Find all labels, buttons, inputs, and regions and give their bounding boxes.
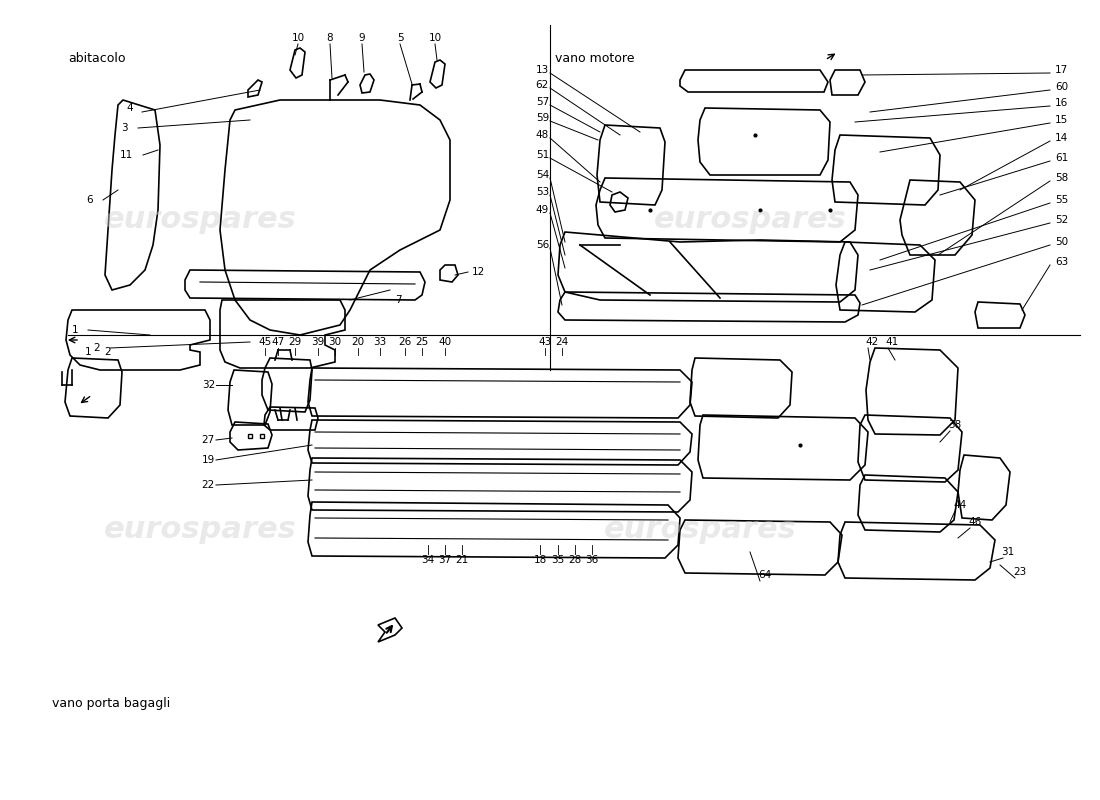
Text: 30: 30 [329, 337, 342, 347]
Text: 15: 15 [1055, 115, 1068, 125]
Text: 51: 51 [536, 150, 549, 160]
Text: 4: 4 [126, 103, 133, 113]
Text: 40: 40 [439, 337, 452, 347]
Text: abitacolo: abitacolo [68, 51, 125, 65]
Text: 60: 60 [1055, 82, 1068, 92]
Text: 39: 39 [311, 337, 324, 347]
Text: 25: 25 [416, 337, 429, 347]
Text: 48: 48 [536, 130, 549, 140]
Text: 1: 1 [72, 325, 78, 335]
Text: 21: 21 [455, 555, 469, 565]
Text: 8: 8 [327, 33, 333, 43]
Text: 56: 56 [536, 240, 549, 250]
Text: 19: 19 [201, 455, 214, 465]
Text: 6: 6 [87, 195, 94, 205]
Text: 11: 11 [120, 150, 133, 160]
Text: 63: 63 [1055, 257, 1068, 267]
Text: eurospares: eurospares [604, 515, 796, 545]
Text: 5: 5 [397, 33, 404, 43]
Text: 50: 50 [1055, 237, 1068, 247]
Text: 29: 29 [288, 337, 301, 347]
Text: 43: 43 [538, 337, 551, 347]
Text: 18: 18 [534, 555, 547, 565]
Text: 1: 1 [85, 347, 91, 357]
Text: 55: 55 [1055, 195, 1068, 205]
Text: 45: 45 [258, 337, 272, 347]
Text: 20: 20 [351, 337, 364, 347]
Text: 34: 34 [421, 555, 434, 565]
Text: 31: 31 [1001, 547, 1014, 557]
Text: eurospares: eurospares [103, 515, 296, 545]
Text: 61: 61 [1055, 153, 1068, 163]
Text: 2: 2 [104, 347, 111, 357]
Text: 41: 41 [886, 337, 899, 347]
Text: 35: 35 [551, 555, 564, 565]
Text: eurospares: eurospares [103, 206, 296, 234]
Text: 14: 14 [1055, 133, 1068, 143]
Text: vano porta bagagli: vano porta bagagli [52, 697, 170, 710]
Text: 13: 13 [536, 65, 549, 75]
Text: 12: 12 [472, 267, 485, 277]
Text: 53: 53 [536, 187, 549, 197]
Text: 10: 10 [292, 33, 305, 43]
Text: 38: 38 [948, 420, 961, 430]
Text: 58: 58 [1055, 173, 1068, 183]
Text: 17: 17 [1055, 65, 1068, 75]
Text: 32: 32 [201, 380, 214, 390]
Text: 27: 27 [201, 435, 214, 445]
Text: 9: 9 [359, 33, 365, 43]
Text: 42: 42 [866, 337, 879, 347]
Text: 46: 46 [968, 517, 981, 527]
Text: 10: 10 [428, 33, 441, 43]
Text: 59: 59 [536, 113, 549, 123]
Text: 52: 52 [1055, 215, 1068, 225]
Text: 47: 47 [272, 337, 285, 347]
Text: 16: 16 [1055, 98, 1068, 108]
Text: 64: 64 [758, 570, 771, 580]
Text: 23: 23 [1013, 567, 1026, 577]
Text: 28: 28 [569, 555, 582, 565]
Text: 22: 22 [201, 480, 214, 490]
Text: 33: 33 [373, 337, 386, 347]
Text: 36: 36 [585, 555, 598, 565]
Text: 54: 54 [536, 170, 549, 180]
Text: 7: 7 [395, 295, 402, 305]
Text: 26: 26 [398, 337, 411, 347]
Text: 37: 37 [439, 555, 452, 565]
Text: vano motore: vano motore [556, 51, 635, 65]
Text: 57: 57 [536, 97, 549, 107]
Text: eurospares: eurospares [653, 206, 846, 234]
Text: 62: 62 [536, 80, 549, 90]
Text: 44: 44 [954, 500, 967, 510]
Text: 2: 2 [94, 343, 100, 353]
Text: 49: 49 [536, 205, 549, 215]
Text: 3: 3 [121, 123, 128, 133]
Text: 24: 24 [556, 337, 569, 347]
